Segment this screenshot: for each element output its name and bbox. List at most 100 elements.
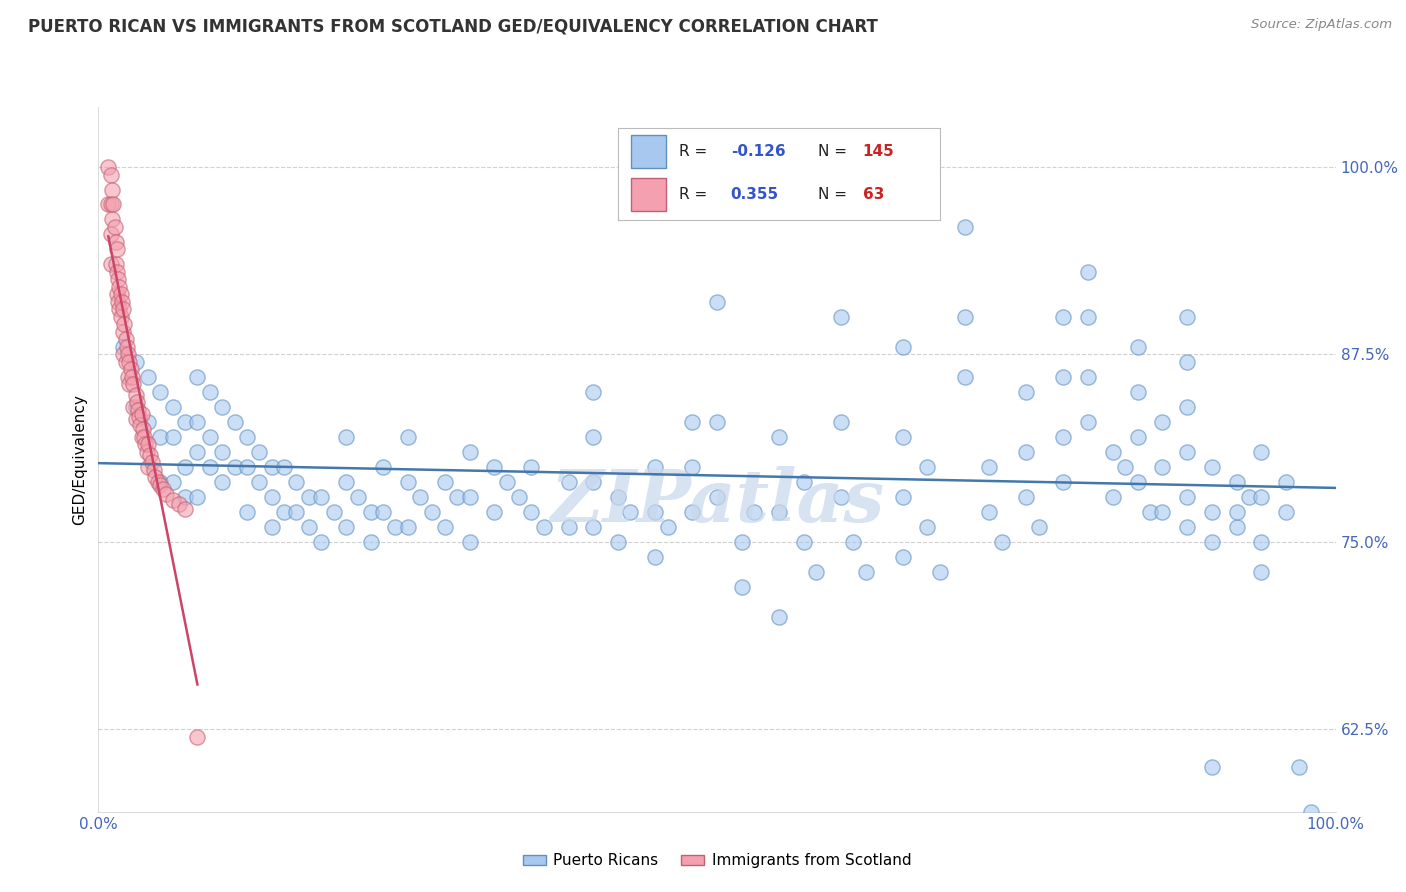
Point (273, 505, 295, 519)
Point (706, 490, 728, 504)
Point (186, 445, 208, 459)
Point (1015, 445, 1038, 459)
Point (1114, 459, 1136, 474)
Point (842, 534, 865, 549)
Point (644, 549, 666, 564)
Point (174, 490, 197, 504)
Point (681, 505, 703, 519)
Point (706, 295, 728, 310)
Point (114, 333, 136, 347)
Point (260, 459, 283, 474)
Point (804, 565, 827, 579)
Point (131, 408, 153, 422)
Point (186, 415, 208, 429)
Point (1102, 490, 1125, 504)
Point (260, 520, 283, 534)
Point (422, 505, 444, 519)
Point (100, 197, 122, 211)
Point (484, 505, 506, 519)
Point (335, 520, 357, 534)
Point (1028, 520, 1050, 534)
Point (396, 430, 419, 444)
Point (211, 445, 233, 459)
Point (706, 415, 728, 429)
Point (793, 475, 815, 489)
Point (917, 459, 939, 474)
Point (135, 445, 157, 459)
Point (110, 287, 132, 301)
Point (1015, 384, 1038, 399)
Point (1015, 490, 1038, 504)
Point (143, 470, 166, 484)
Point (1175, 520, 1198, 534)
Point (1250, 490, 1272, 504)
Point (1175, 355, 1198, 369)
Point (793, 534, 815, 549)
Point (1275, 475, 1298, 489)
Point (1250, 534, 1272, 549)
Point (129, 417, 152, 432)
Point (128, 410, 150, 425)
Point (198, 384, 221, 399)
Point (131, 430, 153, 444)
Point (100, 227, 122, 242)
Point (105, 243, 128, 257)
Point (1152, 505, 1174, 519)
Point (105, 265, 128, 279)
Point (322, 505, 344, 519)
Point (105, 287, 128, 301)
Point (1201, 760, 1223, 774)
Point (285, 505, 308, 519)
Point (186, 370, 208, 384)
Point (830, 310, 852, 324)
Point (112, 340, 135, 354)
Point (104, 235, 127, 249)
Point (97, 160, 120, 174)
Point (557, 520, 579, 534)
Point (458, 490, 481, 504)
Point (120, 362, 142, 376)
Point (103, 197, 125, 211)
Point (121, 370, 143, 384)
Point (731, 534, 754, 549)
Point (1237, 490, 1260, 504)
Point (117, 347, 139, 361)
Point (1175, 310, 1198, 324)
Point (396, 520, 419, 534)
Text: PUERTO RICAN VS IMMIGRANTS FROM SCOTLAND GED/EQUIVALENCY CORRELATION CHART: PUERTO RICAN VS IMMIGRANTS FROM SCOTLAND… (28, 18, 877, 36)
Point (100, 168, 122, 182)
Point (384, 520, 406, 534)
Point (110, 310, 132, 324)
Point (136, 415, 159, 429)
Point (134, 437, 156, 451)
Point (146, 475, 169, 489)
Point (127, 403, 149, 417)
Point (149, 478, 172, 492)
Point (891, 490, 914, 504)
Point (1077, 265, 1099, 279)
Point (136, 437, 159, 451)
Point (111, 295, 134, 310)
Point (433, 520, 456, 534)
Text: ZIPatlas: ZIPatlas (550, 467, 884, 537)
Point (114, 355, 136, 369)
Point (657, 520, 679, 534)
Point (582, 475, 605, 489)
Point (104, 257, 127, 271)
Point (607, 490, 630, 504)
Legend: Puerto Ricans, Immigrants from Scotland: Puerto Ricans, Immigrants from Scotland (516, 847, 918, 874)
Point (236, 505, 259, 519)
Point (124, 400, 146, 414)
Point (1288, 760, 1310, 774)
Point (1077, 370, 1099, 384)
Point (132, 422, 155, 436)
Point (1275, 505, 1298, 519)
Point (112, 325, 135, 339)
Point (979, 505, 1001, 519)
Point (112, 302, 135, 317)
Point (953, 310, 976, 324)
Point (1077, 310, 1099, 324)
Point (198, 459, 221, 474)
Point (211, 400, 233, 414)
Point (1126, 340, 1149, 354)
